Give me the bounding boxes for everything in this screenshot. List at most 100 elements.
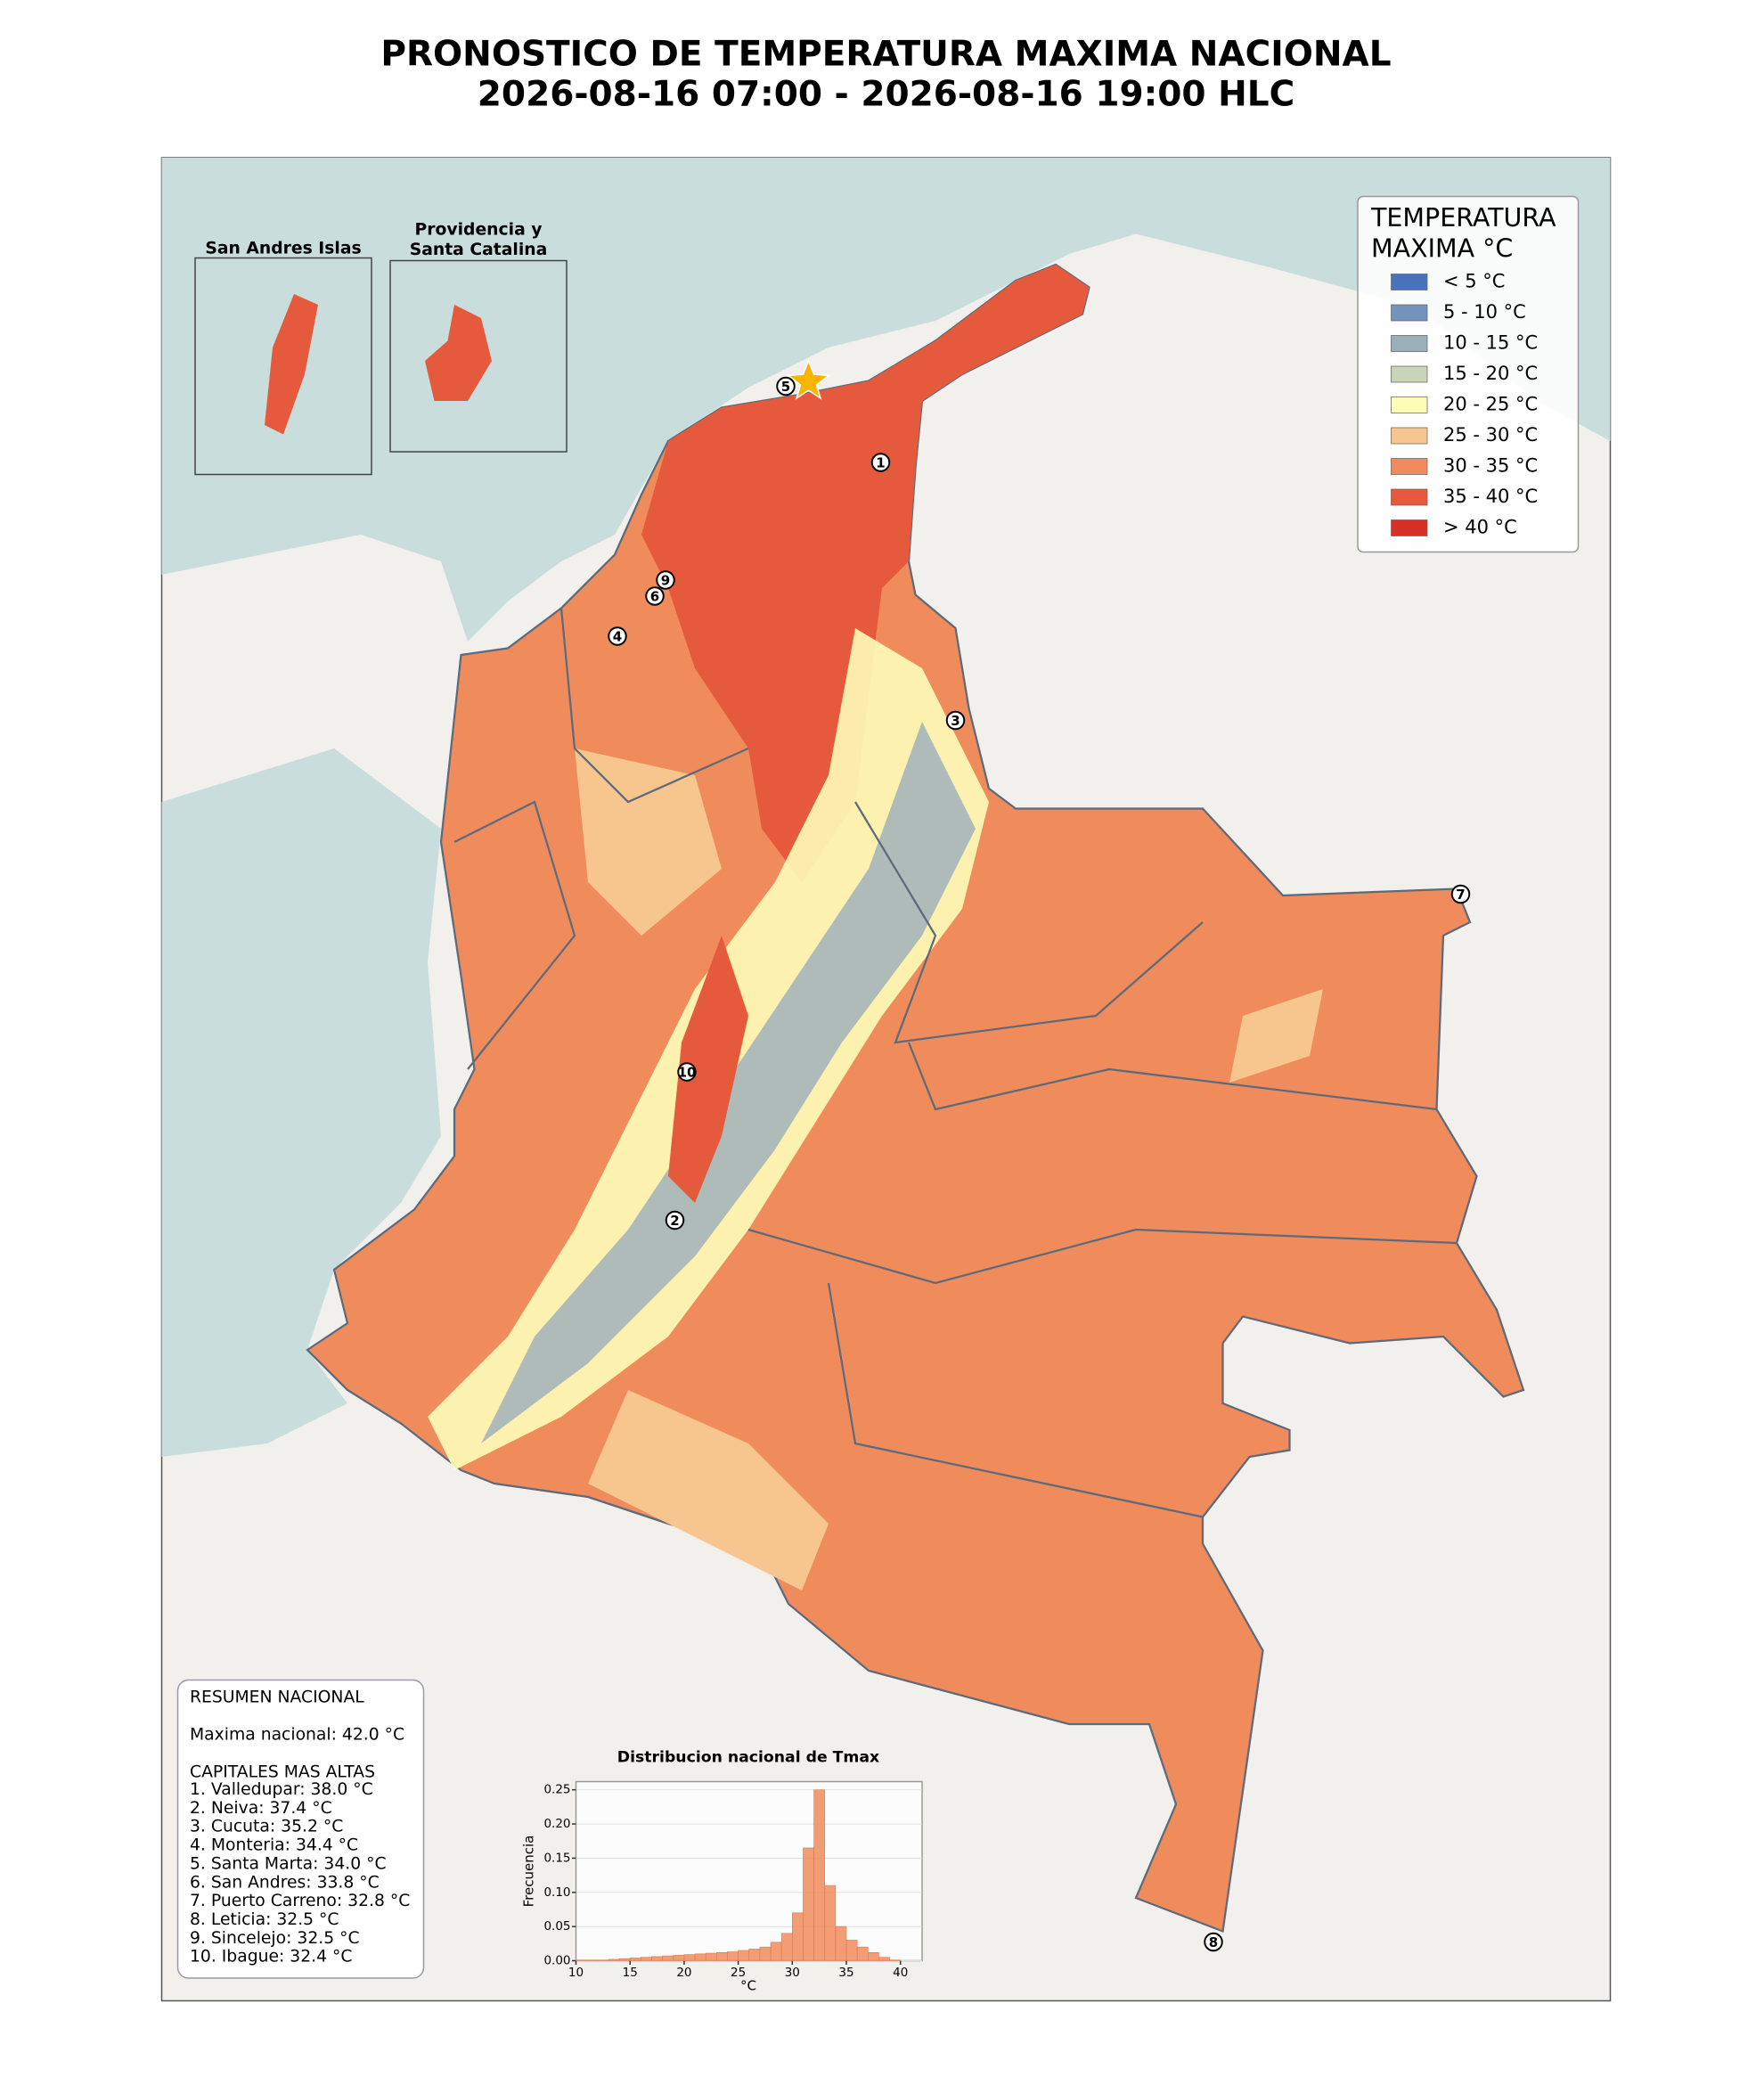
hist-bar <box>835 1926 847 1961</box>
summary-line: 8. Leticia: 32.5 °C <box>190 1910 339 1929</box>
hist-bar <box>694 1953 706 1961</box>
hist-bar <box>727 1951 739 1961</box>
hist-bar <box>780 1933 793 1961</box>
hist-bar <box>716 1951 728 1961</box>
y-tick-label: 0.10 <box>543 1885 570 1900</box>
summary-line: 3. Cucuta: 35.2 °C <box>190 1818 343 1836</box>
inset-label: Providencia y <box>415 221 543 240</box>
inset-label: San Andres Islas <box>205 240 361 258</box>
legend-swatch <box>1391 365 1428 383</box>
hist-bar <box>662 1955 674 1961</box>
legend-swatch <box>1391 519 1428 536</box>
city-marker <box>656 570 675 590</box>
summary-line: 4. Monteria: 34.4 °C <box>190 1836 358 1855</box>
legend-label: 20 - 25 °C <box>1443 394 1538 415</box>
summary-line: 6. San Andres: 33.8 °C <box>190 1873 380 1892</box>
x-tick-label: 10 <box>568 1966 584 1980</box>
hist-bar <box>629 1958 641 1961</box>
hist-bar <box>738 1950 750 1961</box>
hist-frame <box>575 1780 923 1962</box>
hist-bar <box>705 1952 717 1961</box>
city-marker <box>665 1210 685 1231</box>
summary-line: 10. Ibague: 32.4 °C <box>190 1948 352 1966</box>
y-tick-label: 0.20 <box>543 1817 570 1831</box>
legend-swatch <box>1391 304 1428 322</box>
title: PRONOSTICO DE TEMPERATURA MAXIMA NACIONA… <box>380 35 1391 75</box>
legend-swatch <box>1391 488 1428 506</box>
hist-bar <box>748 1949 761 1961</box>
max-star <box>787 358 830 400</box>
legend-label: > 40 °C <box>1443 517 1517 538</box>
summary-line: 7. Puerto Carreno: 32.8 °C <box>190 1892 410 1910</box>
y-tick-label: 0.00 <box>543 1954 570 1968</box>
x-tick-label: 20 <box>676 1966 691 1980</box>
city-number: 4 <box>613 628 622 644</box>
summary-line: 2. Neiva: 37.4 °C <box>190 1799 332 1818</box>
summary-box <box>176 1679 425 1979</box>
hist-bar <box>597 1959 609 1961</box>
hist-ylabel: Frecuencia <box>521 1836 537 1908</box>
summary-line: 9. Sincelejo: 32.5 °C <box>190 1929 360 1948</box>
city-number: 7 <box>1456 887 1465 903</box>
hist-bar <box>586 1959 599 1961</box>
hist-bar <box>683 1954 696 1961</box>
hist-bar <box>608 1958 620 1961</box>
summary-line: 5. Santa Marta: 34.0 °C <box>190 1854 387 1873</box>
city-number: 1 <box>876 454 885 470</box>
city-marker <box>1204 1932 1223 1952</box>
hist-xlabel: °C <box>740 1978 756 1994</box>
inset-label: Santa Catalina <box>410 241 548 259</box>
city-number: 5 <box>781 379 790 395</box>
summary-line: 1. Valledupar: 38.0 °C <box>190 1780 373 1799</box>
legend-swatch <box>1391 397 1428 413</box>
city-marker <box>645 586 665 606</box>
legend-label: 35 - 40 °C <box>1443 486 1538 507</box>
hist-bar <box>813 1789 826 1961</box>
city-number: 2 <box>670 1213 679 1229</box>
legend-label: 5 - 10 °C <box>1443 301 1526 323</box>
legend-swatch <box>1391 458 1428 475</box>
hist-bar <box>889 1959 902 1961</box>
x-tick-label: 25 <box>731 1966 746 1980</box>
legend-label: 15 - 20 °C <box>1443 363 1538 384</box>
hist-bar <box>803 1847 814 1961</box>
x-tick-label: 15 <box>623 1966 638 1980</box>
hist-bar <box>770 1942 782 1961</box>
hist-bar <box>824 1885 837 1961</box>
city-marker <box>870 453 891 472</box>
legend-label: 30 - 35 °C <box>1443 455 1538 477</box>
city-number: 8 <box>1209 1934 1218 1950</box>
x-tick-label: 40 <box>893 1966 908 1980</box>
hist-bar <box>845 1940 858 1961</box>
hist-bar <box>618 1958 631 1961</box>
city-number: 10 <box>678 1064 697 1080</box>
y-tick-label: 0.05 <box>543 1919 570 1934</box>
y-tick-label: 0.15 <box>543 1851 570 1865</box>
hist-bar <box>792 1912 804 1961</box>
colombia <box>194 257 1525 1934</box>
legend-swatch <box>1391 274 1428 290</box>
subtitle: 2026-08-16 07:00 - 2026-08-16 19:00 HLC <box>478 75 1294 115</box>
hist-title: Distribucion nacional de Tmax <box>617 1749 879 1767</box>
legend-swatch <box>1391 427 1428 445</box>
city-marker <box>945 710 966 731</box>
city-marker <box>776 376 796 397</box>
city-number: 3 <box>951 713 960 729</box>
hist-bar <box>878 1957 890 1961</box>
legend-label: < 5 °C <box>1443 271 1505 292</box>
city-number: 9 <box>661 572 670 588</box>
summary-max: Maxima nacional: 42.0 °C <box>190 1726 404 1745</box>
hist-bar <box>759 1946 772 1961</box>
city-marker <box>1450 884 1471 904</box>
hist-bar <box>651 1956 663 1961</box>
x-tick-label: 30 <box>785 1966 800 1980</box>
legend-title: TEMPERATURA <box>1370 203 1556 233</box>
legend-title: MAXIMA °C <box>1371 234 1513 264</box>
hist-bar <box>673 1955 685 1961</box>
city-marker <box>608 626 627 646</box>
hist-bar <box>641 1957 652 1961</box>
legend-label: 25 - 30 °C <box>1443 424 1538 446</box>
city-number: 6 <box>650 588 659 604</box>
